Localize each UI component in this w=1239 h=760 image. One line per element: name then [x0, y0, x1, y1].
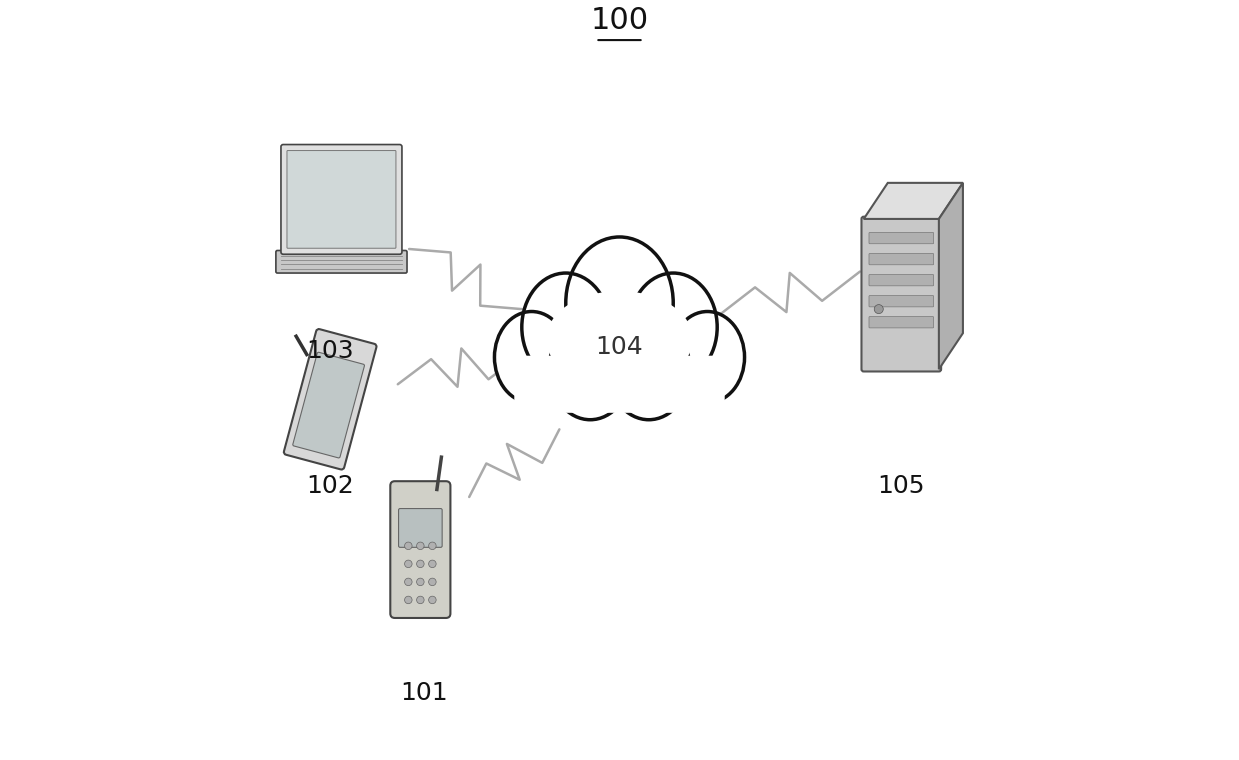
Circle shape [416, 578, 424, 586]
Circle shape [429, 578, 436, 586]
Ellipse shape [494, 312, 569, 403]
FancyBboxPatch shape [514, 356, 725, 413]
Ellipse shape [670, 312, 745, 403]
Text: 105: 105 [877, 474, 926, 499]
FancyBboxPatch shape [276, 251, 408, 273]
Ellipse shape [549, 318, 631, 420]
Ellipse shape [629, 273, 717, 382]
Circle shape [405, 560, 413, 568]
Text: 104: 104 [596, 334, 643, 359]
FancyBboxPatch shape [869, 233, 934, 244]
Ellipse shape [522, 273, 610, 382]
FancyBboxPatch shape [281, 144, 401, 255]
Text: 103: 103 [306, 339, 354, 363]
FancyBboxPatch shape [861, 217, 942, 372]
Circle shape [429, 560, 436, 568]
Circle shape [416, 596, 424, 603]
Text: 100: 100 [591, 6, 648, 35]
Ellipse shape [546, 291, 693, 388]
Polygon shape [939, 183, 963, 369]
FancyBboxPatch shape [292, 353, 364, 458]
Circle shape [405, 596, 413, 603]
FancyBboxPatch shape [869, 296, 934, 307]
Ellipse shape [566, 237, 673, 369]
FancyBboxPatch shape [869, 274, 934, 286]
FancyBboxPatch shape [869, 317, 934, 328]
Circle shape [429, 542, 436, 549]
Circle shape [875, 305, 883, 314]
Circle shape [429, 596, 436, 603]
FancyBboxPatch shape [287, 150, 396, 249]
FancyBboxPatch shape [390, 481, 451, 618]
Ellipse shape [608, 318, 690, 420]
FancyBboxPatch shape [399, 508, 442, 547]
Polygon shape [864, 183, 963, 219]
Circle shape [405, 578, 413, 586]
FancyBboxPatch shape [284, 329, 377, 470]
FancyBboxPatch shape [869, 254, 934, 264]
Circle shape [405, 542, 413, 549]
Text: 102: 102 [306, 474, 354, 499]
Circle shape [416, 542, 424, 549]
Circle shape [416, 560, 424, 568]
Text: 101: 101 [400, 681, 449, 705]
FancyBboxPatch shape [504, 337, 735, 413]
